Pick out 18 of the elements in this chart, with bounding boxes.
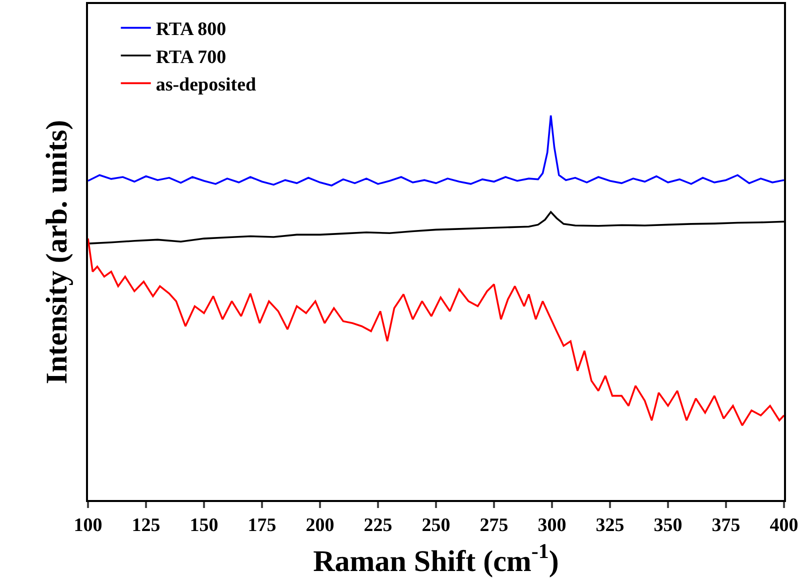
x-tick-label: 350 — [654, 514, 682, 536]
legend-label: RTA 700 — [156, 46, 226, 68]
x-tick-label: 300 — [538, 514, 566, 536]
x-tick-label: 375 — [712, 514, 740, 536]
legend-label: as-deposited — [156, 74, 257, 96]
x-tick-label: 100 — [74, 514, 102, 536]
x-tick-label: 250 — [422, 514, 450, 536]
legend-label: RTA 800 — [156, 19, 226, 40]
x-tick-label: 325 — [596, 514, 624, 536]
x-axis-title: Raman Shift (cm$^{-1}$) — [313, 539, 559, 578]
x-tick-label: 275 — [480, 514, 508, 536]
x-tick-label: 175 — [248, 514, 276, 536]
x-tick-label: 225 — [364, 514, 392, 536]
x-tick-label: 150 — [190, 514, 218, 536]
x-tick-label: 125 — [132, 514, 160, 536]
x-tick-label: 400 — [770, 514, 798, 536]
y-axis-title: Intensity (arb. units) — [40, 120, 74, 384]
x-tick-label: 200 — [306, 514, 334, 536]
